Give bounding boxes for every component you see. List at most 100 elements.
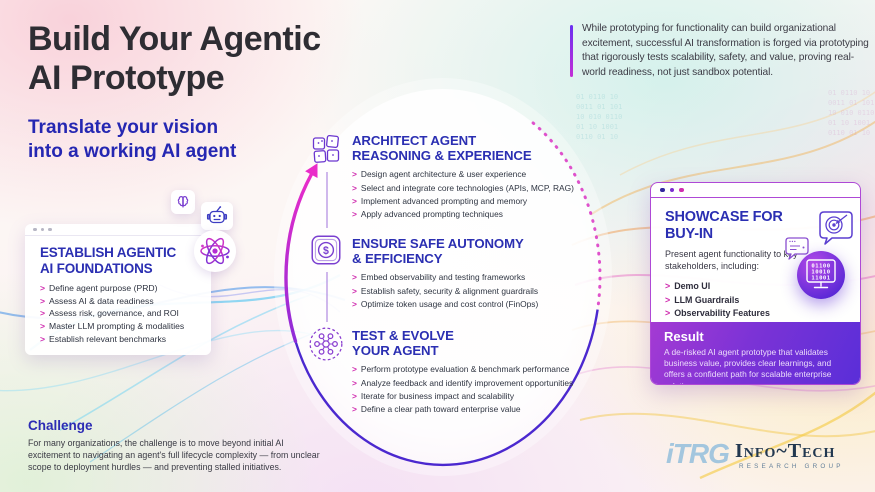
list-item: > Assess AI & data readiness — [40, 295, 211, 308]
bullet-arrow-icon: > — [40, 321, 46, 332]
binary-line: 01100 — [811, 264, 830, 270]
result-panel: Result A de-risked AI agent prototype th… — [651, 322, 860, 384]
list-item: > Observability Features — [665, 307, 860, 321]
brain-icon — [171, 190, 195, 214]
bullet-arrow-icon: > — [352, 390, 357, 401]
list-item: > Iterate for business impact and scalabi… — [352, 390, 573, 403]
bullet-arrow-icon: > — [352, 377, 357, 388]
list-item: > Apply advanced prompting techniques — [352, 208, 574, 221]
list-item: > Define agent purpose (PRD) — [40, 282, 211, 295]
step-title-line2: REASONING & EXPERIENCE — [352, 148, 532, 164]
bullet-text: Observability Features — [674, 308, 770, 319]
bullet-arrow-icon: > — [352, 364, 357, 375]
bullet-text: Define agent purpose (PRD) — [49, 283, 158, 293]
challenge-text: For many organizations, the challenge is… — [28, 438, 320, 473]
list-item: > Establish relevant benchmarks — [40, 333, 211, 346]
showcase-title-line2: BUY-IN — [665, 225, 713, 242]
foundations-title: ESTABLISH AGENTIC AI FOUNDATIONS — [40, 245, 211, 276]
callout-accent-bar — [570, 25, 573, 78]
window-bar — [651, 183, 860, 198]
bullet-text: Optimize token usage and cost control (F… — [360, 298, 539, 309]
bullet-arrow-icon: > — [665, 294, 671, 305]
bullet-text: LLM Guardrails — [674, 294, 740, 305]
step-title-line2: & EFFICIENCY — [352, 251, 443, 267]
page-title: Build Your Agentic AI Prototype — [28, 20, 321, 98]
step-title-line2: YOUR AGENT — [352, 343, 439, 359]
foundations-card: ESTABLISH AGENTIC AI FOUNDATIONS > Define… — [25, 224, 211, 355]
step-title: ARCHITECT AGENT REASONING & EXPERIENCE — [352, 133, 574, 163]
dollar-glyph: $ — [323, 245, 329, 257]
binary-pattern: 01 0110 10 0011 01 101 10 010 0110 01 10… — [828, 89, 875, 137]
infotech-logo-subtitle: RESEARCH GROUP — [739, 463, 844, 470]
binary-pattern: 01 0110 10 0011 01 101 10 010 0110 01 10… — [576, 93, 623, 141]
foundations-title-line1: ESTABLISH AGENTIC — [40, 245, 177, 260]
bullet-text: Assess risk, governance, and ROI — [49, 308, 179, 319]
step-title-line1: TEST & EVOLVE — [352, 328, 454, 343]
intro-text: While prototyping for functionality can … — [582, 23, 869, 78]
showcase-description-line1: Present agent functionality to key — [665, 249, 798, 259]
bullet-text: Analyze feedback and identify improvemen… — [360, 377, 574, 388]
list-item: > Assess risk, governance, and ROI — [40, 307, 211, 320]
dollar-badge-icon: $ — [308, 232, 344, 268]
list-item: > Optimize token usage and cost control (… — [352, 298, 538, 311]
bullet-arrow-icon: > — [352, 182, 357, 193]
result-text: A de-risked AI agent prototype that vali… — [664, 347, 832, 384]
window-dot — [48, 227, 52, 232]
bullet-arrow-icon: > — [352, 404, 357, 415]
binary-monitor-icon: 01100 10010 11001 — [797, 251, 845, 299]
page-title-line2: AI Prototype — [28, 59, 225, 97]
step-bullets: > Embed observability and testing framewo… — [352, 271, 538, 311]
step-test-evolve: TEST & EVOLVE YOUR AGENT > Perform protot… — [352, 328, 573, 416]
list-item: > Analyze feedback and identify improveme… — [352, 377, 573, 390]
bullet-arrow-icon: > — [665, 281, 671, 292]
bullet-text: Assess AI & data readiness — [49, 295, 154, 306]
bullet-arrow-icon: > — [352, 169, 357, 180]
list-item: > Demo UI — [665, 280, 860, 294]
infotech-logo: Info~Tech — [735, 440, 836, 462]
bullet-text: Define a clear path toward enterprise va… — [360, 404, 521, 415]
list-item: > Perform prototype evaluation & benchmar… — [352, 363, 573, 376]
bullet-text: Perform prototype evaluation & benchmark… — [360, 364, 570, 375]
bullet-arrow-icon: > — [40, 295, 46, 306]
step-title-line1: ENSURE SAFE AUTONOMY — [352, 236, 524, 251]
window-dot — [679, 187, 684, 193]
page-title-line1: Build Your Agentic — [28, 20, 321, 58]
itrg-logo: iTRG — [666, 438, 730, 469]
cycle-arrowhead — [305, 163, 318, 178]
list-item: > Master LLM prompting & modalities — [40, 320, 211, 333]
showcase-title: SHOWCASE FOR BUY-IN — [665, 209, 860, 242]
bullet-text: Master LLM prompting & modalities — [49, 321, 185, 332]
showcase-description-line2: stakeholders, including: — [665, 260, 760, 271]
bullet-arrow-icon: > — [352, 272, 357, 283]
list-item: > Design agent architecture & user experi… — [352, 168, 574, 181]
page-subtitle-line2: into a working AI agent — [28, 141, 237, 162]
robot-icon — [201, 202, 233, 230]
window-dot — [40, 227, 44, 232]
foundations-bullets: > Define agent purpose (PRD) > Assess AI &… — [40, 282, 211, 346]
window-dot — [660, 187, 665, 193]
binary-line: 10010 — [811, 270, 830, 276]
challenge-title: Challenge — [28, 418, 93, 433]
window-bar — [25, 224, 211, 236]
bullet-text: Implement advanced prompting and memory — [360, 195, 528, 206]
bullet-arrow-icon: > — [665, 308, 671, 319]
chat-bubble-icon — [783, 235, 811, 262]
gear-network-icon — [307, 325, 345, 363]
page-subtitle-line1: Translate your vision — [28, 117, 219, 138]
step-title-line1: ARCHITECT AGENT — [352, 133, 477, 148]
bullet-text: Establish relevant benchmarks — [49, 333, 167, 344]
bullet-text: Select and integrate core technologies (… — [360, 182, 574, 193]
bullet-text: Iterate for business impact and scalabil… — [360, 390, 515, 401]
bullet-text: Demo UI — [674, 281, 711, 292]
list-item: > Implement advanced prompting and memory — [352, 195, 574, 208]
atom-icon — [194, 230, 236, 272]
step-bullets: > Perform prototype evaluation & benchmar… — [352, 363, 573, 416]
bullet-arrow-icon: > — [40, 308, 46, 319]
window-dot — [669, 187, 674, 193]
step-title: TEST & EVOLVE YOUR AGENT — [352, 328, 573, 358]
list-item: > Define a clear path toward enterprise v… — [352, 403, 573, 416]
window-dot — [33, 227, 37, 232]
result-title: Result — [664, 329, 704, 344]
bullet-text: Embed observability and testing framewor… — [360, 272, 526, 283]
bullet-arrow-icon: > — [352, 298, 357, 309]
